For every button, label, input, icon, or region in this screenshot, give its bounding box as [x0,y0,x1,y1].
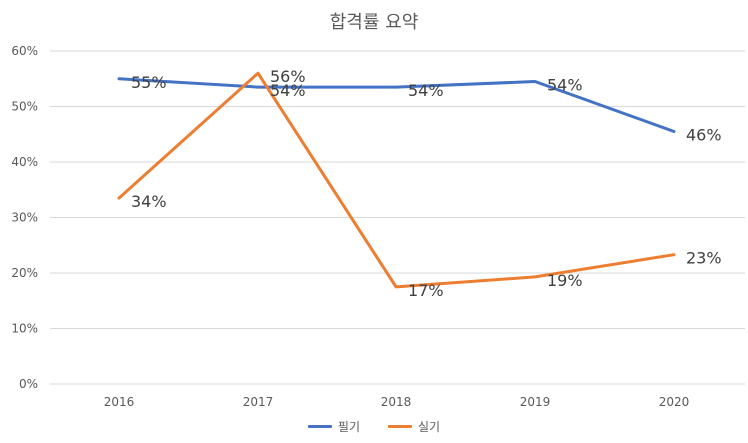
x-axis-ticks: 2016 2017 2018 2019 2020 [104,395,690,409]
series-lines [117,71,676,289]
data-label-series-1-1: 54% [270,81,306,100]
y-tick-label-5: 50% [11,100,38,114]
data-label-series-1-4: 46% [686,125,722,144]
y-tick-label-4: 40% [11,155,38,169]
data-label-series-1-2: 54% [408,81,444,100]
data-label-series-2-2: 17% [408,281,444,300]
legend-label-series-1: 필기 [337,420,360,434]
x-tick-label-1: 2017 [243,395,274,409]
data-label-series-2-0: 34% [131,192,167,211]
legend: 필기 실기 [0,418,748,435]
legend-item-series-1[interactable]: 필기 [307,418,360,435]
y-tick-label-2: 20% [11,266,38,280]
data-label-series-2-3: 19% [547,271,583,290]
y-tick-label-6: 60% [11,44,38,58]
x-tick-label-2: 2018 [381,395,412,409]
data-label-series-2-1: 56% [270,67,306,86]
series-line-1 [117,77,676,133]
x-tick-label-3: 2019 [520,395,551,409]
data-label-series-1-0: 55% [131,73,167,92]
y-tick-label-3: 30% [11,211,38,225]
data-labels: 55% 54% 54% 54% 46% 34% 56% 17% 19% 23% [131,67,722,300]
data-label-series-2-4: 23% [686,249,722,268]
y-tick-label-1: 10% [11,322,38,336]
y-tick-label-0: 0% [19,377,38,391]
series-line-2 [117,71,676,289]
y-axis-ticks: 0% 10% 20% 30% 40% 50% 60% [11,44,38,391]
legend-swatch-series-2 [388,425,412,428]
chart-title: 합격률 요약 [329,12,419,33]
x-tick-label-4: 2020 [659,395,690,409]
legend-swatch-series-1 [307,425,332,428]
grid-lines [50,50,745,385]
data-label-series-1-3: 54% [547,76,583,95]
x-tick-label-0: 2016 [104,395,135,409]
legend-label-series-2: 실기 [418,420,441,434]
legend-item-series-2[interactable]: 실기 [388,418,440,435]
